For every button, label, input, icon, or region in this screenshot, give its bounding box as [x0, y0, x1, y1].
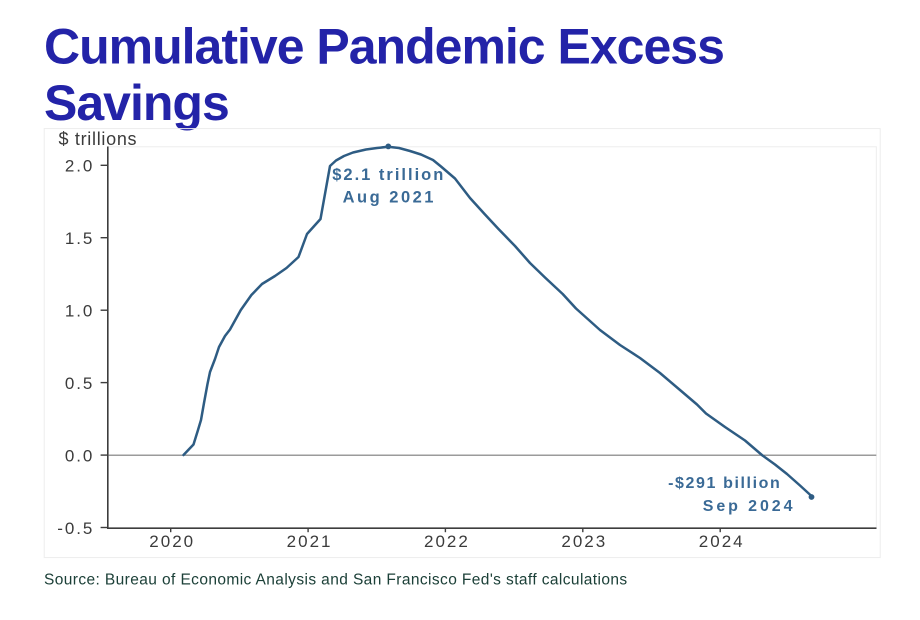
svg-text:2.0: 2.0	[65, 157, 94, 176]
svg-text:$ trillions: $ trillions	[59, 129, 138, 149]
svg-text:-0.5: -0.5	[57, 519, 94, 538]
svg-text:2023: 2023	[561, 532, 607, 551]
svg-text:Cumulative Pandemic Excess: Cumulative Pandemic Excess	[44, 19, 724, 75]
svg-text:0.5: 0.5	[65, 374, 94, 393]
svg-text:Savings: Savings	[44, 75, 229, 131]
svg-text:2024: 2024	[699, 532, 745, 551]
svg-text:0.0: 0.0	[65, 447, 94, 466]
svg-text:Aug 2021: Aug 2021	[343, 188, 436, 206]
svg-text:1.0: 1.0	[65, 302, 94, 321]
svg-text:$2.1 trillion: $2.1 trillion	[332, 166, 445, 184]
svg-text:1.5: 1.5	[65, 229, 94, 248]
svg-text:2020: 2020	[149, 532, 195, 551]
svg-text:2022: 2022	[424, 532, 470, 551]
svg-text:Source: Bureau of Economic Ana: Source: Bureau of Economic Analysis and …	[44, 572, 628, 589]
svg-text:2021: 2021	[287, 532, 333, 551]
svg-text:Sep 2024: Sep 2024	[703, 498, 796, 515]
svg-text:-$291 billion: -$291 billion	[668, 475, 781, 492]
